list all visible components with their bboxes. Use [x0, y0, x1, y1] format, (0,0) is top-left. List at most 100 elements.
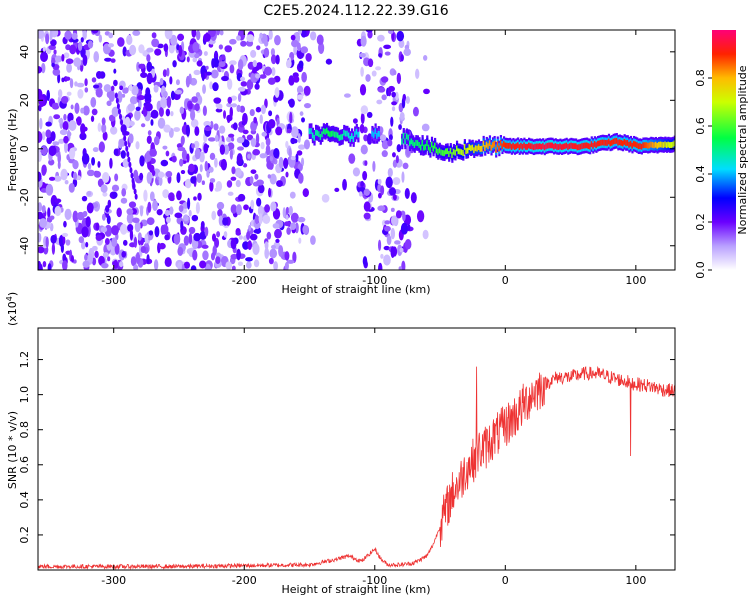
spectrogram-noise-cell	[206, 169, 210, 178]
spectrogram-noise-cell	[61, 232, 69, 237]
spectrogram-noise-cell	[135, 141, 140, 150]
spectrogram-noise-cell	[204, 226, 209, 237]
spectrogram-noise-cell	[41, 205, 46, 214]
spectrogram-noise-cell	[82, 105, 90, 116]
spectrogram-noise-cell	[79, 132, 87, 141]
spectrogram-noise-cell	[229, 148, 234, 160]
spectrogram-ridge-cell	[405, 133, 409, 140]
spectrogram-noise-cell	[132, 30, 141, 36]
spectrogram-ridge-cell	[415, 139, 418, 146]
spectrogram-noise-cell	[130, 256, 137, 267]
spectrogram-noise-cell	[98, 141, 105, 153]
spectrogram-noise-cell	[230, 95, 238, 101]
spectrogram-noise-cell	[60, 96, 69, 104]
spectrogram-noise-cell	[396, 72, 402, 85]
spectrogram-ridge-cell	[322, 128, 326, 134]
spectrogram-noise-cell	[194, 126, 200, 137]
spectrogram-noise-cell	[360, 144, 368, 155]
spectrogram-noise-cell	[39, 218, 48, 228]
spectrogram-noise-cell	[185, 124, 191, 137]
spectrogram-noise-cell	[195, 30, 201, 41]
spectrogram-noise-cell	[360, 180, 364, 188]
spectrogram-noise-cell	[265, 144, 271, 156]
spectrogram-ridge-cell	[473, 147, 476, 154]
spectrogram-noise-cell	[144, 233, 149, 244]
spectrogram-noise-cell	[297, 216, 306, 223]
spectrogram-ridge-cell	[440, 149, 443, 156]
spectrogram-noise-cell	[391, 106, 396, 112]
spectrogram-ridge-cell	[423, 144, 426, 151]
spectrogram-noise-cell	[209, 152, 216, 161]
spectrogram-noise-cell	[398, 266, 403, 270]
spectrogram-noise-cell	[110, 126, 118, 135]
spectrogram-noise-cell	[146, 254, 150, 264]
colorbar-tick-label: 0.4	[694, 165, 707, 183]
spectrogram-noise-cell	[128, 133, 134, 144]
spectrogram-ridge-cell	[496, 141, 499, 148]
spectrogram-ridge-cell	[559, 143, 562, 150]
spectrogram-ridge-cell	[589, 143, 592, 150]
spectrogram-noise-cell	[177, 261, 183, 270]
spectrogram-ridge-cell	[659, 141, 662, 148]
spectrogram-noise-cell	[240, 76, 246, 82]
spectrogram-noise-cell	[237, 59, 244, 71]
spectrogram-noise-cell	[86, 202, 94, 214]
spectrogram-ridge-cell	[538, 143, 542, 150]
spectrogram-ridge-cell	[562, 143, 565, 150]
spectrogram-noise-cell	[359, 52, 366, 58]
spectrogram-noise-cell	[218, 215, 224, 226]
spectrogram-noise-cell	[186, 153, 190, 163]
spectrogram-ridge-cell	[639, 143, 642, 150]
spectrogram-noise-cell	[376, 99, 383, 105]
spectrogram-noise-cell	[57, 73, 61, 84]
spectrogram-noise-cell	[252, 149, 261, 156]
spectrogram-noise-cell	[247, 153, 251, 159]
spectrogram-noise-cell	[188, 226, 196, 234]
spectrogram-noise-cell	[352, 167, 361, 177]
spectrogram-ridge-cell	[656, 142, 659, 149]
spectrogram-noise-cell	[153, 84, 159, 93]
spectrogram-ridge-cell	[410, 138, 413, 145]
spectrogram-noise-cell	[192, 249, 198, 261]
spectrogram-heatmap	[38, 30, 675, 270]
spectrogram-noise-cell	[152, 200, 158, 212]
spectrogram-noise-cell	[64, 141, 68, 154]
spectrogram-noise-cell	[110, 58, 116, 63]
spectrogram-noise-cell	[404, 188, 410, 199]
spectrogram-noise-cell	[199, 260, 207, 269]
spectrogram-noise-cell	[107, 256, 111, 262]
spectrogram-ridge-cell	[515, 143, 518, 150]
spectrogram-streak-cell	[117, 108, 121, 115]
spectrogram-noise-cell	[396, 144, 402, 153]
spectrogram-noise-cell	[272, 223, 280, 229]
spectrogram-noise-cell	[78, 236, 85, 244]
spectrogram-noise-cell	[38, 66, 43, 74]
spectrogram-noise-cell	[62, 121, 69, 131]
spectrogram-noise-cell	[151, 32, 157, 39]
spectrogram-ridge-cell	[502, 141, 506, 147]
spectrogram-noise-cell	[276, 180, 283, 187]
spectrogram-noise-cell	[177, 246, 184, 257]
spectrogram-noise-cell	[209, 81, 213, 90]
spectrogram-noise-cell	[191, 30, 197, 38]
spectrogram-noise-cell	[69, 44, 77, 55]
spectrogram-noise-cell	[265, 137, 271, 146]
spectrogram-ridge-cell	[618, 139, 622, 146]
spectrogram-noise-cell	[285, 59, 292, 69]
spectrogram-noise-cell	[166, 96, 172, 109]
spectrogram-ridge-cell	[665, 142, 669, 149]
spectrogram-noise-cell	[247, 240, 253, 251]
spectrogram-noise-cell	[193, 196, 197, 201]
snr-ytick-label: 1.2	[18, 351, 31, 369]
spectrogram-noise-cell	[122, 87, 129, 94]
spectrogram-ytick-label: 40	[18, 45, 31, 59]
spectrogram-noise-cell	[193, 232, 201, 242]
spectrogram-ridge-cell	[408, 140, 412, 147]
spectrogram-noise-cell	[262, 214, 271, 224]
spectrogram-ridge-cell	[632, 140, 636, 147]
spectrogram-noise-cell	[91, 108, 98, 116]
spectrogram-noise-cell	[254, 173, 259, 180]
spectrogram-noise-cell	[214, 187, 220, 192]
spectrogram-noise-cell	[255, 73, 261, 79]
snr-ytick-label: 0.2	[18, 526, 31, 544]
